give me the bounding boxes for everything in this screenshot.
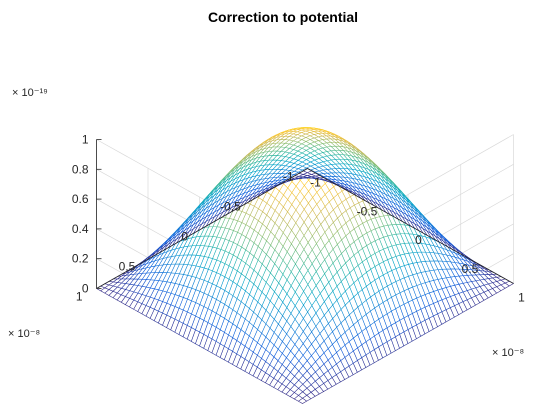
z-tick-label: 0.8	[72, 162, 89, 176]
z-tick-label: 0.2	[72, 252, 89, 266]
y-tick-label: -0.5	[220, 200, 241, 214]
y-tick-label: 1	[76, 290, 83, 304]
z-tick-label: 0	[82, 282, 89, 296]
y-axis-line	[96, 168, 308, 289]
z-exponent-label: × 10⁻¹⁹	[12, 87, 48, 99]
z-tick-label: 0.6	[72, 192, 89, 206]
x-tick-label: 1	[518, 291, 525, 305]
y-tick-label: 0.5	[119, 260, 136, 274]
y-tick-label: -1	[283, 170, 294, 184]
y-exponent-label: × 10⁻⁸	[8, 328, 40, 340]
chart-title: Correction to potential	[208, 9, 358, 25]
z-tick-label: 0.4	[72, 222, 89, 236]
axes-frame	[96, 139, 514, 289]
y-tick-label: 0	[181, 230, 188, 244]
x-tick-label: 0	[415, 233, 422, 247]
tick-labels: 0 0.2 0.4 0.6 0.8 1 -1 -0.5 0 0.5 1 -1 -0.5 0 0.5 1	[72, 133, 525, 305]
x-exponent-label: × 10⁻⁸	[492, 347, 524, 359]
x-tick-label: -1	[310, 176, 321, 190]
x-axis-line	[307, 168, 514, 284]
surface-mesh	[95, 127, 515, 404]
x-tick-label: 0.5	[462, 262, 479, 276]
z-tick-label: 1	[82, 133, 89, 147]
x-tick-label: -0.5	[357, 204, 378, 218]
